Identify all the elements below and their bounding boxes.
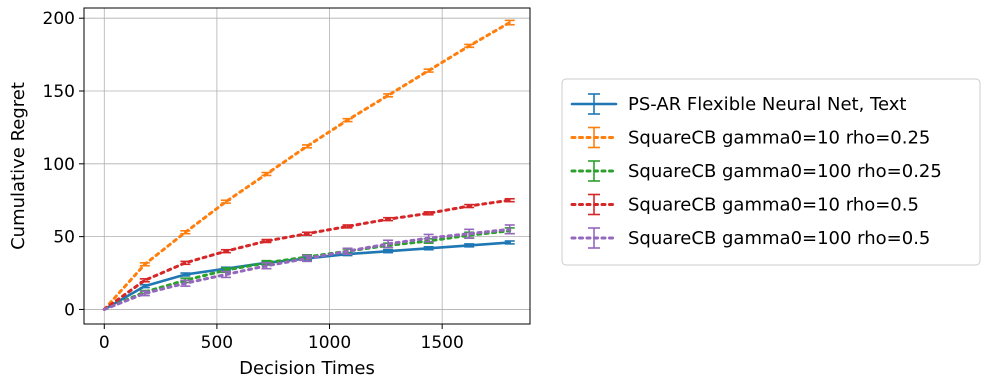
legend: PS-AR Flexible Neural Net, Text SquareCB … [561, 78, 981, 266]
ticks: 0 500 1000 1500 0 50 100 150 200 [43, 9, 464, 353]
x-tick-label: 500 [201, 333, 233, 353]
legend-item-1: PS-AR Flexible Neural Net, Text [570, 93, 906, 115]
legend-item-3: SquareCB gamma0=100 rho=0.25 [570, 160, 942, 182]
grid [84, 8, 530, 324]
series-5 [102, 224, 515, 311]
x-axis-label: Decision Times [239, 358, 375, 379]
series-line [103, 241, 512, 311]
series-3 [102, 227, 515, 311]
series-4 [102, 197, 515, 311]
y-tick-label: 100 [43, 155, 75, 175]
series-layer [102, 19, 515, 311]
series-1 [103, 240, 515, 311]
legend-label: SquareCB gamma0=100 rho=0.25 [628, 161, 942, 182]
series-line [102, 21, 512, 311]
legend-box [561, 78, 981, 266]
y-tick-label: 200 [43, 9, 75, 29]
series-2 [102, 19, 515, 311]
y-tick-label: 0 [64, 300, 75, 320]
plot-frame [83, 7, 531, 325]
legend-label: SquareCB gamma0=10 rho=0.25 [628, 128, 930, 149]
x-tick-label: 0 [99, 333, 110, 353]
legend-label: PS-AR Flexible Neural Net, Text [628, 94, 906, 115]
legend-item-5: SquareCB gamma0=100 rho=0.5 [570, 227, 930, 249]
series-line [102, 229, 512, 311]
legend-item-2: SquareCB gamma0=10 rho=0.25 [570, 126, 930, 149]
y-axis-label: Cumulative Regret [8, 82, 29, 250]
legend-label: SquareCB gamma0=100 rho=0.5 [628, 228, 930, 249]
series-line [102, 227, 512, 311]
legend-label: SquareCB gamma0=10 rho=0.5 [628, 195, 919, 216]
x-tick-label: 1500 [421, 333, 464, 353]
y-tick-label: 50 [53, 228, 75, 248]
y-tick-label: 150 [43, 82, 75, 102]
legend-item-4: SquareCB gamma0=10 rho=0.5 [570, 193, 919, 216]
x-tick-label: 1000 [308, 333, 351, 353]
